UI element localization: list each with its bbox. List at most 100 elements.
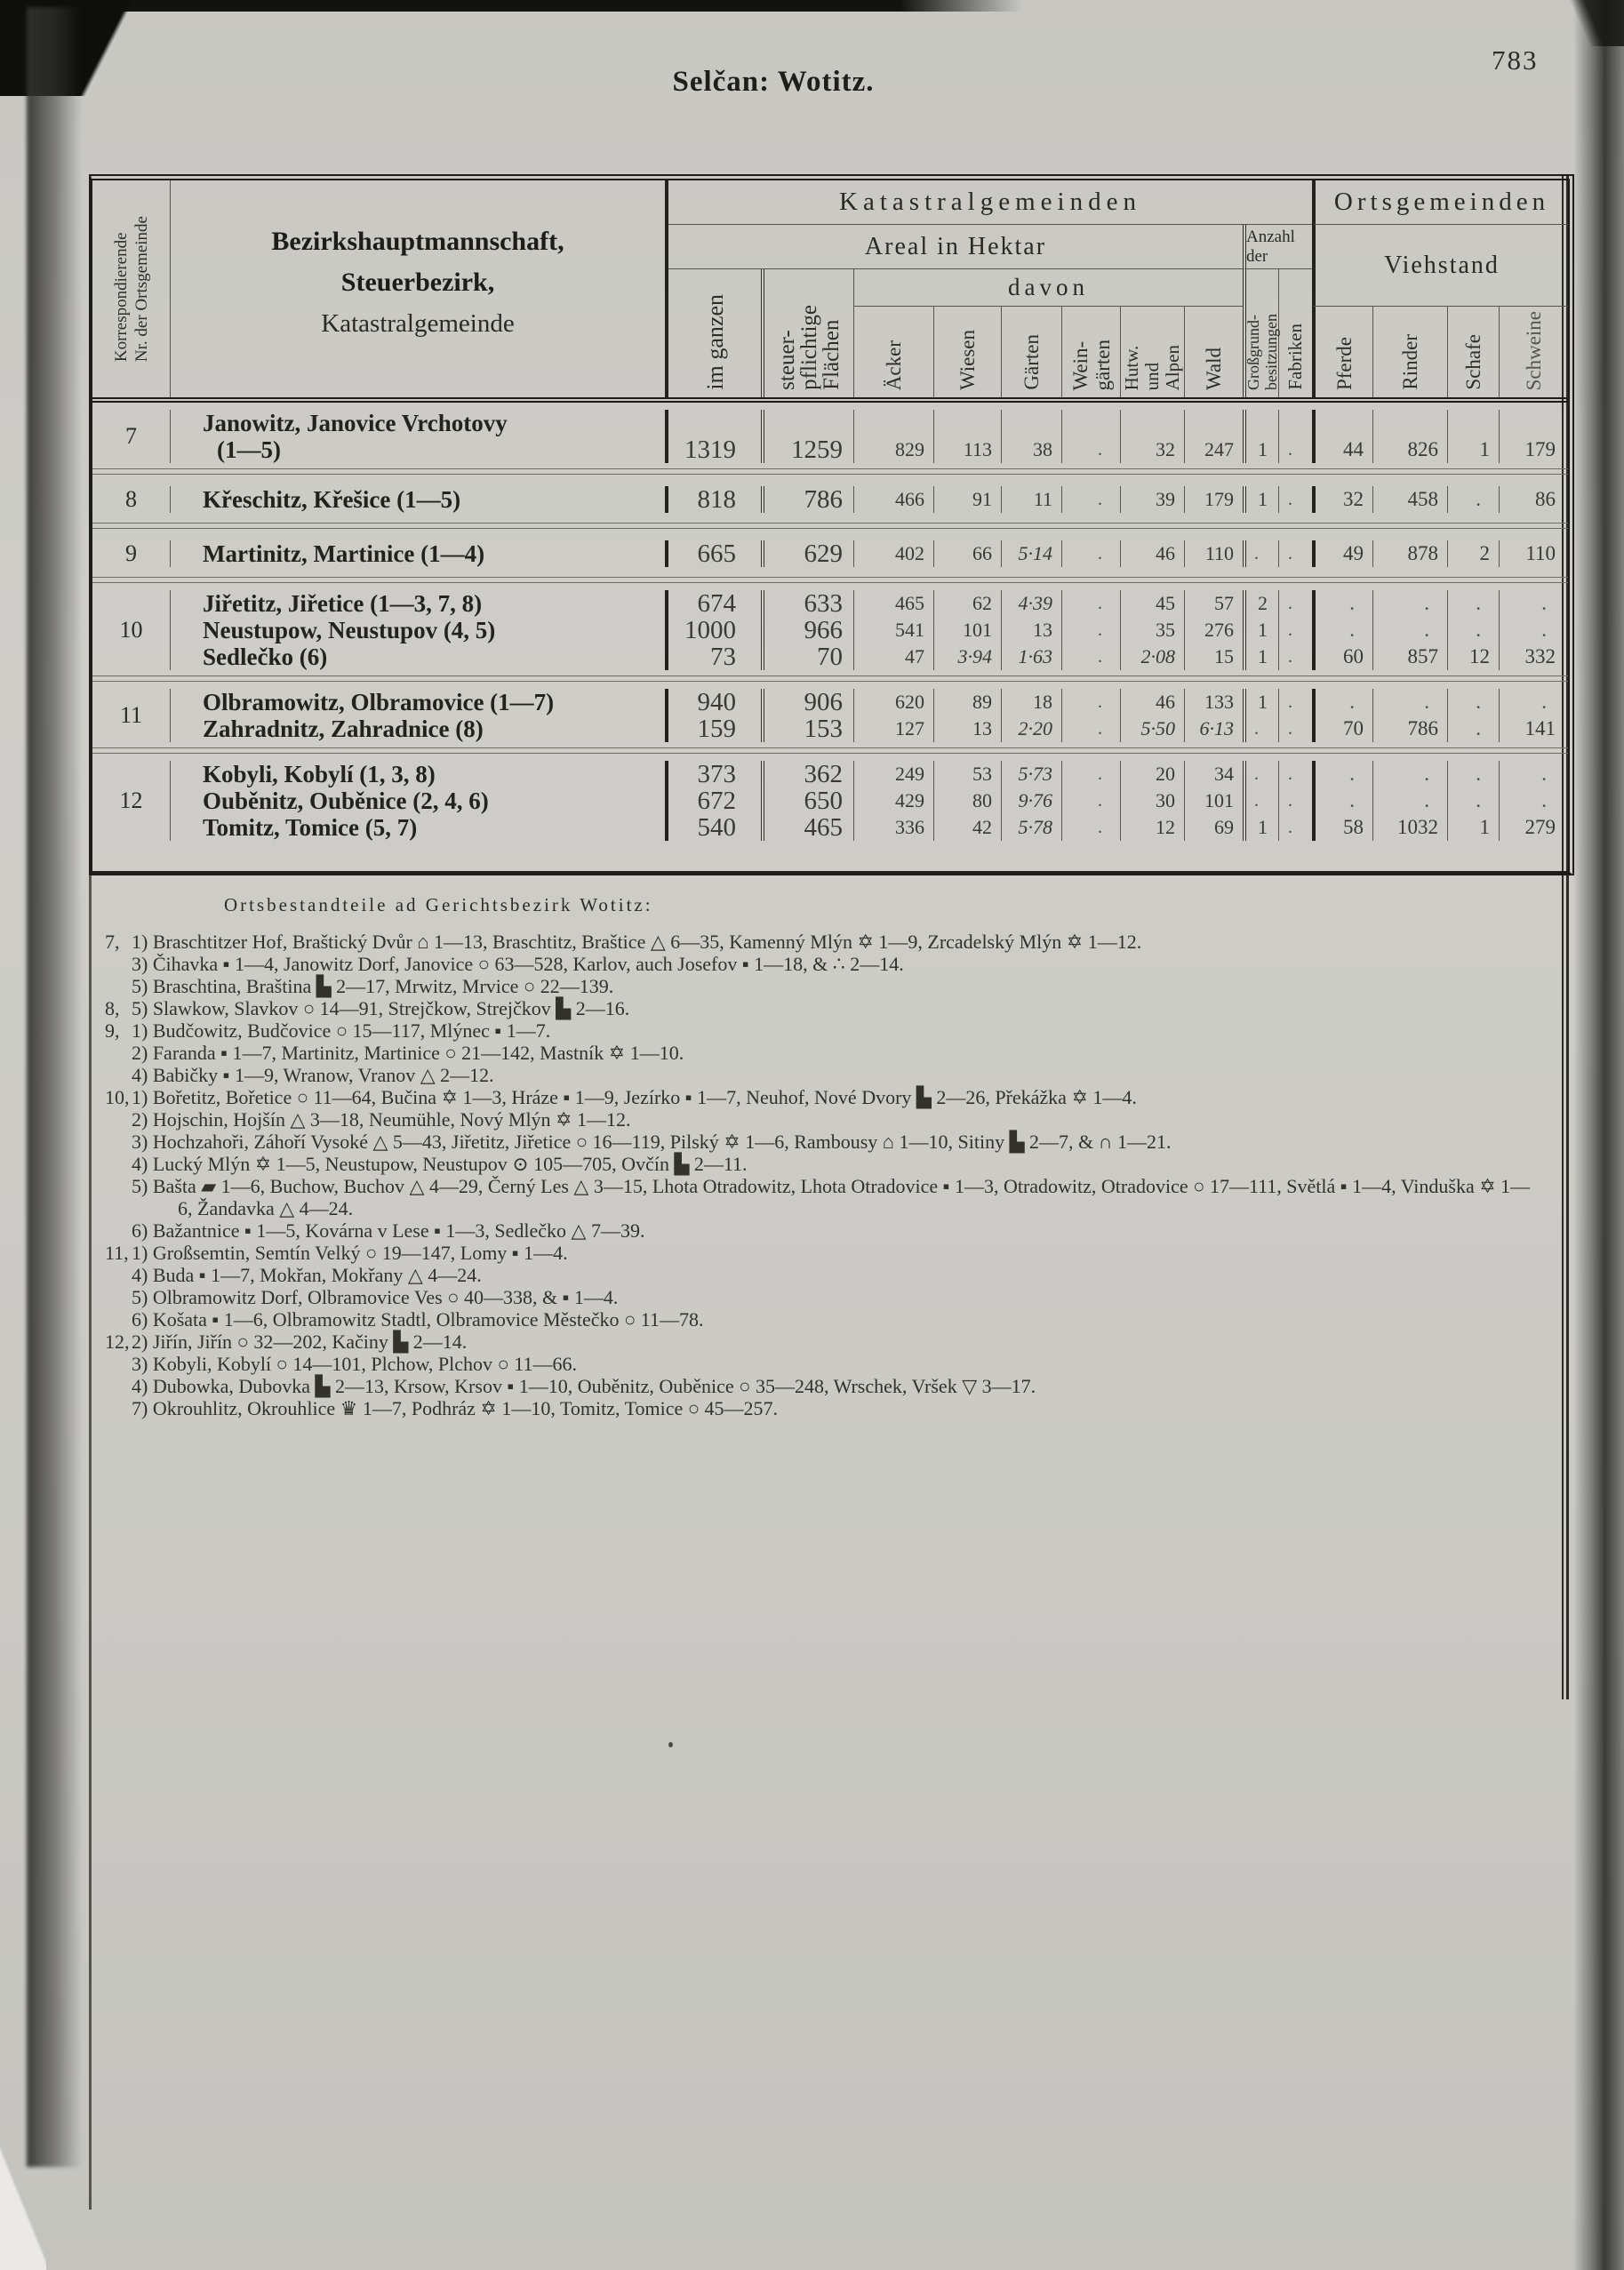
value: . — [1476, 789, 1481, 811]
value-cell: . — [1278, 486, 1312, 513]
value-cell: . 70 — [1312, 689, 1372, 742]
value: 878 — [1407, 542, 1439, 564]
scan-artifact-left-shadow — [27, 7, 82, 2167]
value: 13 — [1033, 619, 1052, 641]
value: 58 — [1343, 816, 1364, 838]
value: 18 — [1033, 691, 1052, 713]
value: 35 — [1156, 619, 1175, 641]
scan-artifact-right-shadow — [1573, 0, 1624, 2270]
scan-artifact-corner-top-right — [1545, 0, 1624, 46]
value: 89 — [972, 691, 992, 713]
column-header-label: Wiesen — [956, 329, 979, 390]
value-cell: . — [1061, 486, 1120, 513]
value-cell: 46 5·50 — [1120, 689, 1184, 742]
table-row-group: 11 Olbramowitz, Olbramovice (1—7) Zahradni… — [92, 682, 1568, 747]
value-cell: .. 857 — [1372, 590, 1447, 670]
column-header-im-ganzen: im ganzen — [668, 269, 761, 397]
value: . — [1288, 692, 1292, 712]
value-cell: 32 — [1312, 486, 1372, 513]
value: 60 — [1343, 645, 1364, 667]
value: 159 — [697, 715, 737, 743]
value-cell: .. 12 — [1447, 590, 1499, 670]
value: 49 — [1343, 542, 1364, 564]
table-header: Korrespondierende Nr. der Ortsgemeinde B… — [92, 180, 1568, 403]
value: 1 — [1258, 619, 1268, 641]
column-header-label: Steuerbezirk, — [340, 268, 495, 297]
value: 86 — [1535, 488, 1556, 510]
value: 402 — [895, 542, 924, 564]
column-header-label: Rinder — [1399, 334, 1421, 390]
value-cell: 66 — [933, 540, 1001, 567]
value: 73 — [710, 643, 736, 671]
column-header-label: Katastralgemeinde — [321, 309, 515, 338]
value: . — [1288, 544, 1292, 564]
footnote-notes: 1) Großsemtin, Semtín Velký ○ 19—147, Lo… — [132, 1242, 1541, 1331]
column-header-schweine: Schweine — [1499, 307, 1568, 397]
value: 249 — [895, 763, 924, 785]
group-header-katastralgemeinden: Katastralgemeinden — [668, 180, 1312, 225]
value: . — [1476, 691, 1481, 713]
table-row-group: 7 Janowitz, Janovice Vrchotovy (1—5) 1319 12… — [92, 403, 1568, 468]
group-header-anzahl-der: Anzahl der — [1243, 225, 1312, 269]
value-cell: 1 — [1447, 410, 1499, 463]
value-cell: .. 332 — [1499, 590, 1568, 670]
value: 179 — [1524, 438, 1556, 460]
value-cell: 46 — [1120, 540, 1184, 567]
value: . — [1098, 620, 1102, 640]
footnote-line: 6) Bažantnice ▪ 1—5, Kovárna v Lese ▪ 1—… — [132, 1219, 645, 1242]
value: 940 — [697, 688, 737, 716]
value: . — [1349, 763, 1355, 785]
value: . — [1349, 619, 1355, 641]
value: 9·76 — [1018, 789, 1053, 811]
row-number: 12 — [92, 761, 171, 841]
page-title: Selčan: Wotitz. — [672, 66, 875, 98]
footnote-group-number: 10, — [105, 1086, 130, 1108]
footnote-line: 4) Dubowka, Dubovka ▙ 2—13, Krsow, Krsov… — [132, 1375, 1036, 1397]
value: 665 — [697, 540, 737, 568]
value: 57 — [1214, 592, 1234, 614]
value-cell: 20 30 12 — [1120, 761, 1184, 841]
row-number: 8 — [92, 486, 171, 513]
footnote-notes: 1) Bořetitz, Bořetice ○ 11—64, Bučina ✡ … — [132, 1086, 1541, 1242]
value: . — [1288, 764, 1292, 784]
row-separator — [92, 577, 1568, 583]
value-cell: 49 — [1312, 540, 1372, 567]
value-cell: 4·39 13 1·63 — [1001, 590, 1061, 670]
value: 650 — [804, 787, 844, 815]
value-cell: 940 159 — [668, 689, 761, 742]
value: . — [1098, 490, 1102, 509]
value: 5·14 — [1018, 542, 1053, 564]
footnote-group-number: 8, — [105, 997, 120, 1019]
footnote-line: 1) Braschtitzer Hof, Braštický Dvůr ⌂ 1—… — [132, 931, 1142, 953]
value: 5·78 — [1018, 816, 1053, 838]
value-cell: 786 — [761, 486, 853, 513]
value-cell: . — [1061, 540, 1120, 567]
value-cell: 633 966 70 — [761, 590, 853, 670]
value: 113 — [963, 438, 992, 460]
value: 5·50 — [1140, 717, 1176, 739]
footnote-line: 5) Braschtina, Braština ▙ 2—17, Mrwitz, … — [132, 975, 614, 997]
value: 674 — [697, 589, 737, 618]
column-header-pferde: Pferde — [1312, 307, 1372, 397]
footnote-notes: 1) Braschtitzer Hof, Braštický Dvůr ⌂ 1—… — [132, 931, 1541, 997]
value: 39 — [1156, 488, 1175, 510]
value: . — [1541, 763, 1547, 785]
value: 30 — [1156, 789, 1175, 811]
value: . — [1098, 791, 1102, 811]
value-cell: 373 672 540 — [668, 761, 761, 841]
footnote-group-number: 12, — [105, 1331, 130, 1353]
row-separator — [92, 468, 1568, 475]
value: . — [1476, 717, 1481, 739]
value: 1 — [1258, 438, 1268, 460]
value: . — [1098, 818, 1102, 837]
value: . — [1098, 764, 1102, 784]
name-cell: Martinitz, Martinice (1—4) — [171, 540, 668, 567]
value: 4·39 — [1018, 592, 1053, 614]
value-cell: .. 1 — [1243, 761, 1278, 841]
value-cell: .. 60 — [1312, 590, 1372, 670]
value: . — [1424, 592, 1429, 614]
value: . — [1288, 620, 1292, 640]
value: 786 — [1407, 717, 1439, 739]
row-number: 10 — [92, 590, 171, 670]
value-cell: .. — [1447, 689, 1499, 742]
